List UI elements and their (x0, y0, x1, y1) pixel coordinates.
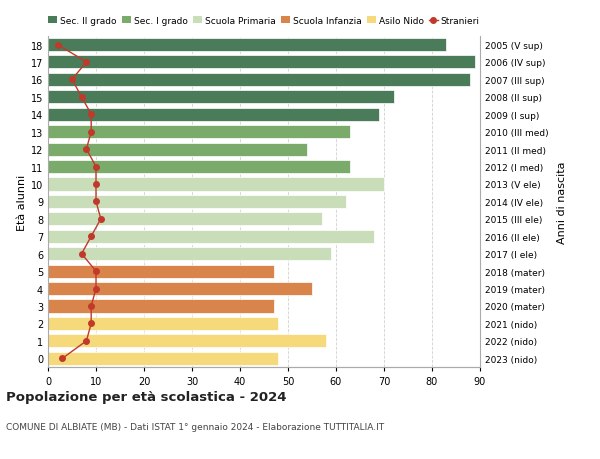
Bar (48, 74, 470, 87)
Text: COMUNE DI ALBIATE (MB) - Dati ISTAT 1° gennaio 2024 - Elaborazione TUTTITALIA.IT: COMUNE DI ALBIATE (MB) - Dati ISTAT 1° g… (6, 422, 384, 431)
Y-axis label: Anni di nascita: Anni di nascita (557, 161, 568, 243)
Y-axis label: Età alunni: Età alunni (17, 174, 26, 230)
Bar (48, 161, 350, 174)
Bar (48, 282, 312, 296)
Bar (48, 178, 384, 191)
Bar (48, 213, 322, 226)
Bar (48, 126, 350, 139)
Bar (48, 300, 274, 313)
Bar (48, 230, 374, 243)
Bar (48, 91, 394, 104)
Bar (48, 196, 346, 208)
Bar (48, 108, 379, 122)
Text: Popolazione per età scolastica - 2024: Popolazione per età scolastica - 2024 (6, 390, 287, 403)
Bar (48, 143, 307, 157)
Legend: Sec. II grado, Sec. I grado, Scuola Primaria, Scuola Infanzia, Asilo Nido, Stran: Sec. II grado, Sec. I grado, Scuola Prim… (49, 17, 479, 26)
Bar (48, 317, 278, 330)
Bar (48, 352, 278, 365)
Bar (48, 39, 446, 52)
Bar (48, 247, 331, 261)
Bar (48, 335, 326, 347)
Bar (48, 56, 475, 69)
Bar (48, 265, 274, 278)
